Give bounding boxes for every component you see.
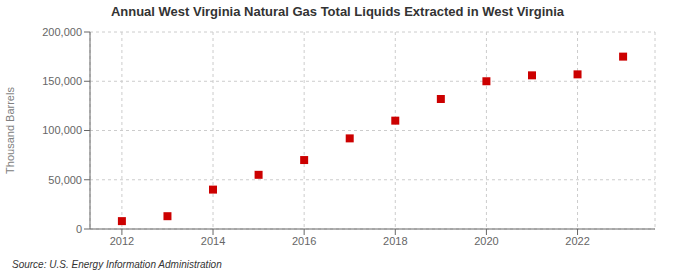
svg-text:2012: 2012	[110, 235, 134, 247]
html-text:Annual West Virginia Natural G: Annual West Virginia Natural Gas Total L…	[110, 4, 565, 19]
svg-text:2016: 2016	[292, 235, 316, 247]
svg-text:0: 0	[76, 223, 82, 235]
svg-text:150,000: 150,000	[42, 75, 82, 87]
svg-text:2014: 2014	[201, 235, 225, 247]
svg-text:Thousand Barrels: Thousand Barrels	[8, 87, 16, 174]
svg-text:200,000: 200,000	[42, 26, 82, 38]
svg-text:50,000: 50,000	[48, 174, 82, 186]
svg-text:2018: 2018	[383, 235, 407, 247]
svg-text:100,000: 100,000	[42, 124, 82, 136]
html-text:Source: U.S. Energy Informatio: Source: U.S. Energy Information Administ…	[12, 259, 222, 270]
svg-text:2022: 2022	[565, 235, 589, 247]
svg-text:2020: 2020	[474, 235, 498, 247]
